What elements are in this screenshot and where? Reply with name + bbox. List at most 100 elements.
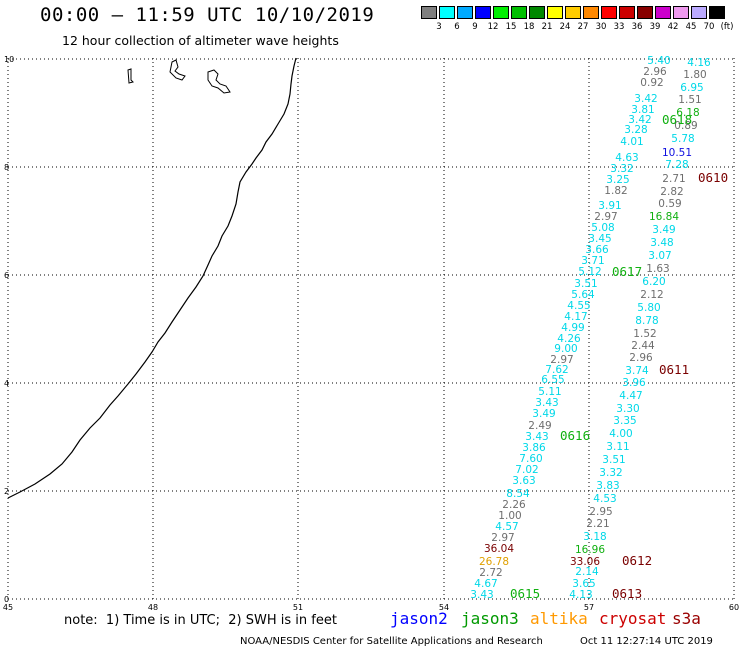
legend-swatch [493, 6, 509, 19]
satellite-name-s3a: s3a [672, 609, 701, 628]
wave-height-label: 2.96 [629, 352, 653, 364]
wave-height-label: 3.49 [652, 224, 675, 236]
wave-height-label: 3.25 [606, 174, 629, 186]
y-tick-label: 0 [4, 595, 9, 604]
wave-height-label: 2.96 [643, 66, 667, 78]
wave-height-label: 2.71 [662, 173, 685, 185]
wave-height-label: 2.14 [575, 566, 599, 578]
legend-label: 6 [454, 22, 460, 32]
legend-swatch [547, 6, 563, 19]
legend-swatch [637, 6, 653, 19]
satellite-pass-labels: 0618 0610 0617 0611 0616 0612 0615 0613 [510, 112, 728, 601]
island-outline [207, 69, 231, 94]
wave-height-label: 3.43 [525, 431, 548, 443]
legend-swatch [457, 6, 473, 19]
pass-time-label: 0618 [662, 112, 692, 127]
wave-height-label: 6.55 [541, 374, 564, 386]
wave-height-label: 4.63 [615, 152, 638, 164]
wave-height-label: 3.43 [535, 397, 558, 409]
footnote: note: 1) Time is in UTC; 2) SWH is in fe… [64, 613, 337, 628]
wave-height-label: 4.55 [567, 300, 590, 312]
wave-height-label: 3.96 [622, 377, 646, 389]
wave-height-label: 16.96 [575, 544, 605, 556]
wave-height-label: 3.45 [588, 233, 611, 245]
wave-height-label: 4.00 [609, 428, 632, 440]
satellite-name-altika: altika [530, 609, 588, 628]
legend-swatch [619, 6, 635, 19]
island-outline [169, 59, 186, 81]
pass-time-label: 0611 [659, 362, 689, 377]
wave-height-label: 5.11 [538, 386, 561, 398]
wave-height-label: 0.92 [640, 77, 663, 89]
legend-swatch [673, 6, 689, 19]
wave-height-label: 7.02 [515, 464, 538, 476]
wave-height-label: 1.80 [683, 69, 706, 81]
wave-height-label: 10.51 [662, 147, 692, 159]
wave-height-label: 0.89 [674, 120, 697, 132]
wave-height-label: 2.21 [586, 518, 609, 530]
pass-time-label: 0616 [560, 428, 590, 443]
legend-unit: (ft) [720, 22, 734, 32]
wave-height-label: 36.04 [484, 543, 514, 555]
wave-height-label: 5.40 [647, 55, 670, 67]
satellite-name-jason2: jason2 [390, 609, 448, 628]
wave-height-label: 4.13 [569, 589, 592, 601]
wave-height-label: 3.48 [650, 237, 673, 249]
wave-height-label: 3.51 [602, 454, 625, 466]
wave-height-label: 4.67 [474, 578, 497, 590]
wave-height-label: 3.83 [596, 480, 619, 492]
y-tick-label: 4 [4, 379, 9, 388]
pass-time-label: 0617 [612, 264, 642, 279]
legend-label: 42 [667, 22, 679, 32]
wave-height-label: 2.97 [594, 211, 617, 223]
wave-height-label: 3.30 [616, 403, 639, 415]
wave-height-label: 3.91 [598, 200, 621, 212]
wave-height-label: 3.66 [585, 244, 609, 256]
pass-time-label: 0612 [622, 553, 652, 568]
wave-height-label: 4.99 [561, 322, 584, 334]
wave-height-label: 2.12 [640, 289, 663, 301]
wave-height-label: 4.57 [495, 521, 518, 533]
generated-timestamp: Oct 11 12:27:14 UTC 2019 [580, 636, 713, 647]
wave-height-label: 2.97 [491, 532, 514, 544]
wave-height-label: 6.18 [676, 107, 699, 119]
wave-height-label: 2.26 [502, 499, 526, 511]
wave-height-label: 1.51 [678, 94, 701, 106]
wave-height-label: 3.42 [634, 93, 657, 105]
legend-label: 45 [685, 22, 697, 32]
wave-height-label: 2.97 [550, 354, 573, 366]
wave-height-label: 4.53 [593, 493, 616, 505]
legend-label: 70 [703, 22, 715, 32]
wave-height-label: 3.32 [610, 163, 633, 175]
legend-swatch [439, 6, 455, 19]
wave-height-label: 6.20 [642, 276, 665, 288]
y-tick-label: 8 [4, 163, 9, 172]
wave-height-label: 9.00 [554, 343, 577, 355]
wave-height-label: 2.95 [589, 506, 612, 518]
wave-height-label: 3.35 [613, 415, 636, 427]
legend-swatch [583, 6, 599, 19]
legend-label: 27 [577, 22, 589, 32]
legend-swatch [655, 6, 671, 19]
wave-height-label: 0.59 [658, 198, 681, 210]
x-tick-label: 60 [729, 603, 739, 612]
legend-label: 3 [436, 22, 442, 32]
x-tick-label: 51 [293, 603, 303, 612]
wave-height-label: 1.00 [498, 510, 521, 522]
wave-height-label: 5.08 [591, 222, 614, 234]
wave-height-label: 3.51 [574, 278, 597, 290]
wave-height-label: 8.54 [506, 488, 530, 500]
wave-height-label: 3.63 [512, 475, 535, 487]
wave-height-label: 7.60 [519, 453, 542, 465]
wave-height-label: 3.11 [606, 441, 629, 453]
wave-height-label: 3.32 [599, 467, 622, 479]
axis-tick-labels: 45 48 51 54 57 60 0 2 4 6 8 10 [3, 55, 739, 612]
wave-height-values: 5.40 4.16 2.96 1.80 0.92 6.95 3.42 1.51 3.81 6.18… [470, 55, 711, 601]
wave-height-label: 3.74 [625, 365, 649, 377]
wave-height-label: 1.63 [646, 263, 669, 275]
credit-line: NOAA/NESDIS Center for Satellite Applica… [240, 636, 543, 647]
legend-label: 39 [649, 22, 661, 32]
legend-label: 21 [541, 22, 553, 32]
y-tick-label: 10 [4, 55, 14, 64]
